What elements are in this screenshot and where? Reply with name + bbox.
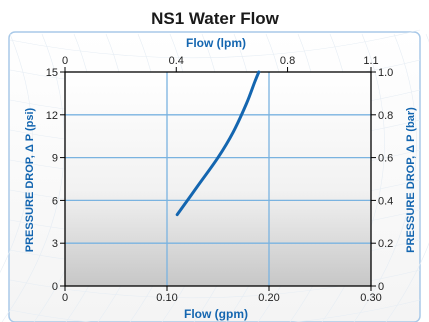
x-top-axis-title: Flow (lpm) [186, 36, 246, 50]
y-left-tick-label: 6 [52, 195, 58, 207]
gridlines [65, 72, 371, 286]
x-bottom-tick-label: 0 [62, 292, 68, 304]
plot-frame [64, 71, 372, 287]
x-top-tick-label: 0.4 [169, 55, 184, 67]
mesh-line [385, 33, 429, 322]
y-left-tick-label: 9 [52, 153, 58, 165]
y-left-tick-label: 15 [46, 67, 58, 79]
y-left-tick-label: 3 [52, 238, 58, 250]
tick-labels: 0 0.10 0.20 0.300 0.4 0.8 1.10369121500.20.40.… [46, 55, 394, 304]
y-left-axis-title: PRESSURE DROP, Δ P (psi) [24, 107, 36, 252]
mesh-line [9, 299, 421, 322]
x-bottom-tick-label: 0.10 [156, 292, 177, 304]
y-right-tick-label: 0.8 [378, 110, 393, 122]
y-right-tick-label: 0 [378, 281, 384, 293]
mesh-line [1, 33, 65, 322]
y-right-tick-label: 0.6 [378, 153, 393, 165]
x-top-tick-label: 0 [62, 55, 68, 67]
chart-title: NS1 Water Flow [151, 9, 280, 28]
x-bottom-tick-label: 0.20 [258, 292, 279, 304]
y-left-tick-label: 12 [46, 110, 58, 122]
x-bottom-tick-label: 0.30 [360, 292, 381, 304]
flow-curve [175, 70, 261, 217]
y-right-axis-title: PRESSURE DROP, Δ P (bar) [405, 107, 417, 253]
x-top-tick-label: 1.1 [363, 55, 378, 67]
mesh-line [353, 33, 417, 322]
y-right-tick-label: 0.2 [378, 238, 393, 250]
y-right-tick-label: 0.4 [378, 195, 393, 207]
mesh-line [9, 29, 421, 59]
x-top-tick-label: 0.8 [280, 55, 295, 67]
y-left-tick-label: 0 [52, 281, 58, 293]
x-bottom-axis-title: Flow (gpm) [184, 307, 248, 321]
series-layer [175, 70, 261, 217]
y-right-tick-label: 1.0 [378, 67, 393, 79]
tick-marks [60, 67, 376, 291]
mesh-line [0, 33, 33, 273]
plot-area [65, 72, 371, 286]
